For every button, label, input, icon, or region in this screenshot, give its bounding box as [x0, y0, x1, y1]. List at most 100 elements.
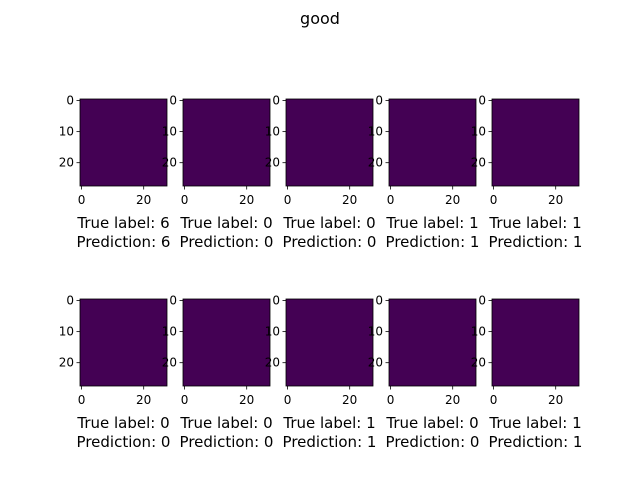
prediction-text: Prediction: 0: [77, 433, 171, 451]
x-tick-label: 20: [445, 193, 460, 207]
axes-frame: [79, 298, 168, 387]
image-background: [183, 299, 270, 386]
image-background: [80, 299, 167, 386]
image-background: [183, 99, 270, 186]
x-tick-label: 0: [387, 193, 395, 207]
prediction-text: Prediction: 0: [180, 433, 274, 451]
axes-frame: [182, 298, 271, 387]
y-tick-label: 0: [66, 294, 74, 308]
prediction-text: Prediction: 1: [283, 433, 377, 451]
x-tick-label: 0: [490, 193, 498, 207]
x-tick-label: 20: [136, 393, 151, 407]
y-tick-label: 10: [162, 325, 177, 339]
image-background: [492, 99, 579, 186]
x-tick-label: 20: [342, 393, 357, 407]
y-tick-label: 0: [375, 294, 383, 308]
y-tick-label: 10: [471, 125, 486, 139]
axes-frame: [388, 298, 477, 387]
image-background: [286, 299, 373, 386]
true-label-text: True label: 0: [179, 414, 272, 432]
x-tick-label: 20: [239, 393, 254, 407]
true-label-text: True label: 0: [282, 214, 375, 232]
true-label-text: True label: 6: [76, 214, 169, 232]
y-tick-label: 20: [471, 356, 486, 370]
image-background: [80, 99, 167, 186]
x-tick-label: 0: [284, 193, 292, 207]
axes-frame: [491, 298, 580, 387]
prediction-text: Prediction: 0: [386, 433, 480, 451]
y-tick-label: 0: [478, 94, 486, 108]
y-tick-label: 0: [66, 94, 74, 108]
true-label-text: True label: 1: [488, 214, 581, 232]
y-tick-label: 0: [169, 94, 177, 108]
image-background: [286, 99, 373, 186]
image-background: [389, 99, 476, 186]
y-tick-label: 10: [59, 125, 74, 139]
y-tick-label: 20: [368, 156, 383, 170]
true-label-text: True label: 0: [179, 214, 272, 232]
x-tick-label: 20: [239, 193, 254, 207]
prediction-text: Prediction: 0: [180, 233, 274, 251]
x-tick-label: 20: [342, 193, 357, 207]
y-tick-label: 20: [471, 156, 486, 170]
x-tick-label: 20: [548, 393, 563, 407]
true-label-text: True label: 1: [385, 214, 478, 232]
y-tick-label: 20: [59, 156, 74, 170]
y-tick-label: 20: [265, 356, 280, 370]
y-tick-label: 0: [375, 94, 383, 108]
axes-frame: [285, 298, 374, 387]
y-tick-label: 10: [368, 325, 383, 339]
y-tick-label: 20: [265, 156, 280, 170]
axes-frame: [285, 98, 374, 187]
y-tick-label: 0: [272, 294, 280, 308]
axes-frame: [491, 98, 580, 187]
x-tick-label: 0: [181, 193, 189, 207]
y-tick-label: 0: [478, 294, 486, 308]
y-tick-label: 20: [162, 156, 177, 170]
true-label-text: True label: 1: [282, 414, 375, 432]
x-tick-label: 0: [78, 193, 86, 207]
y-tick-label: 0: [272, 94, 280, 108]
image-background: [389, 299, 476, 386]
prediction-text: Prediction: 1: [489, 433, 583, 451]
y-tick-label: 10: [471, 325, 486, 339]
x-tick-label: 0: [78, 393, 86, 407]
axes-frame: [182, 98, 271, 187]
axes-frame: [388, 98, 477, 187]
true-label-text: True label: 0: [385, 414, 478, 432]
prediction-text: Prediction: 1: [386, 233, 480, 251]
x-tick-label: 20: [136, 193, 151, 207]
x-tick-label: 0: [181, 393, 189, 407]
x-tick-label: 20: [548, 193, 563, 207]
y-tick-label: 20: [59, 356, 74, 370]
figure-title: good: [300, 9, 340, 28]
prediction-text: Prediction: 0: [283, 233, 377, 251]
x-tick-label: 0: [284, 393, 292, 407]
true-label-text: True label: 1: [488, 414, 581, 432]
y-tick-label: 10: [368, 125, 383, 139]
prediction-text: Prediction: 6: [77, 233, 171, 251]
image-background: [492, 299, 579, 386]
x-tick-label: 0: [387, 393, 395, 407]
y-tick-label: 10: [265, 325, 280, 339]
y-tick-label: 0: [169, 294, 177, 308]
true-label-text: True label: 0: [76, 414, 169, 432]
y-tick-label: 10: [162, 125, 177, 139]
y-tick-label: 10: [265, 125, 280, 139]
axes-frame: [79, 98, 168, 187]
y-tick-label: 20: [368, 356, 383, 370]
y-tick-label: 20: [162, 356, 177, 370]
y-tick-label: 10: [59, 325, 74, 339]
